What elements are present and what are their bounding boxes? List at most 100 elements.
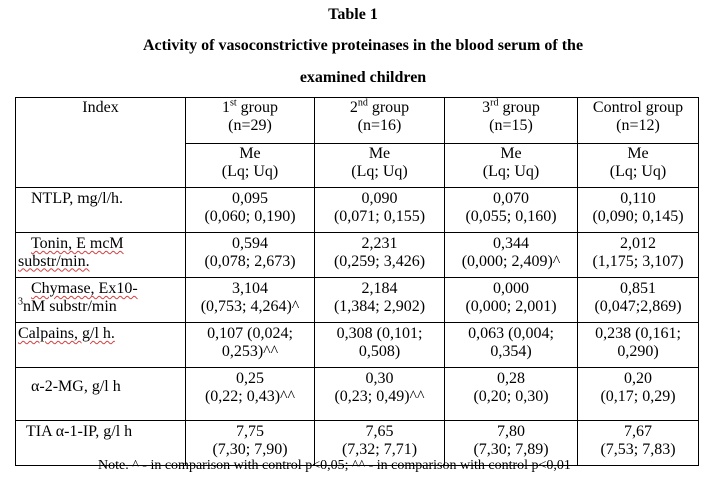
index-line-2: nM substr/min	[23, 297, 117, 315]
data-cell: 0,110 (0,090; 0,145)	[577, 187, 699, 233]
stat-lq-uq: (Lq; Uq)	[351, 162, 408, 180]
group-n: (n=29)	[228, 116, 272, 134]
cell-median: 2,184	[361, 280, 398, 297]
cell-median: 7,65	[365, 423, 394, 440]
cell-range: (7,30; 7,89)	[473, 440, 549, 458]
header-group-3: 3rd group (n=15)	[444, 97, 578, 144]
row-index-tonin: Tonin, E mcM substr/min.	[15, 232, 186, 278]
cell-range: (0,753; 4,264)^	[200, 297, 300, 315]
group-n: (n=16)	[357, 116, 402, 134]
cell-median: 0,090	[361, 190, 398, 207]
header-index-text: Index	[82, 99, 119, 116]
cell-line-1: 0,308 (0,101;	[336, 325, 423, 342]
cell-range: (0,000; 2,409)^	[461, 252, 561, 270]
data-cell: 0,25 (0,22; 0,43)^^	[185, 367, 315, 421]
data-table: Index 1st group (n=29) 2nd group (n=16) 3r…	[15, 97, 699, 466]
cell-range: (7,30; 7,90)	[212, 440, 288, 458]
cell-median: 0,095	[232, 190, 268, 207]
stat-me: Me	[500, 145, 522, 162]
data-cell: 7,65 (7,32; 7,71)	[314, 420, 445, 466]
group-label-rest: group	[236, 99, 278, 116]
group-sup: nd	[357, 97, 368, 109]
stat-me: Me	[627, 145, 649, 162]
data-cell: 7,67 (7,53; 7,83)	[577, 420, 699, 466]
data-cell: 0,090 (0,071; 0,155)	[314, 187, 445, 233]
header-group-1: 1st group (n=29)	[185, 97, 315, 144]
stat-lq-uq: (Lq; Uq)	[221, 162, 279, 180]
data-cell: 2,184 (1,384; 2,902)	[314, 277, 445, 323]
data-cell: 7,80 (7,30; 7,89)	[444, 420, 578, 466]
cell-range: (7,32; 7,71)	[341, 440, 418, 458]
cell-line-1: 0,107 (0,024;	[207, 325, 293, 342]
stat-me: Me	[368, 145, 391, 162]
cell-median: 0,594	[232, 235, 268, 252]
cell-median: 0,28	[497, 370, 525, 387]
cell-range: (0,071; 0,155)	[333, 207, 426, 225]
data-cell: 0,095 (0,060; 0,190)	[185, 187, 315, 233]
cell-median: 2,231	[361, 235, 398, 252]
stat-cell: Me (Lq; Uq)	[444, 143, 578, 188]
data-cell: 3,104 (0,753; 4,264)^	[185, 277, 315, 323]
group-label-rest: group	[498, 99, 540, 116]
data-cell: 0,107 (0,024; 0,253)^^	[185, 322, 315, 368]
data-cell: 0,000 (0,000; 2,001)	[444, 277, 578, 323]
data-cell: 0,28 (0,20; 0,30)	[444, 367, 578, 421]
group-label: 3	[482, 99, 491, 116]
cell-range: (0,000; 2,001)	[465, 297, 557, 315]
cell-range: (0,259; 3,426)	[333, 252, 426, 270]
index-line-1: Tonin, E mcM	[31, 235, 124, 252]
index-text: Calpains, g/l h.	[18, 325, 115, 342]
data-cell: 2,231 (0,259; 3,426)	[314, 232, 445, 278]
header-group-2: 2nd group (n=16)	[314, 97, 445, 144]
cell-range: (0,17; 0,29)	[600, 387, 676, 405]
data-cell: 0,344 (0,000; 2,409)^	[444, 232, 578, 278]
cell-range: (0,060; 0,190)	[204, 207, 296, 225]
index-line-2: substr/min.	[18, 252, 90, 270]
cell-line-1: 0,238 (0,161;	[595, 325, 681, 342]
cell-line-2: 0,290)	[617, 342, 659, 360]
row-index-ntlp: NTLP, mg/l/h.	[15, 187, 186, 233]
group-sup: rd	[490, 97, 499, 109]
cell-median: 0,344	[493, 235, 529, 252]
cell-range: (1,384; 2,902)	[333, 297, 426, 315]
row-index-tia: TIA α-1-IP, g/l h	[15, 420, 186, 466]
group-n: (n=12)	[616, 116, 660, 134]
cell-line-2: 0,354)	[490, 342, 532, 360]
stat-row: Me (Lq; Uq) Me (Lq; Uq) Me (Lq; Uq) Me (Lq; …	[16, 143, 699, 188]
row-index-alpha2mg: α-2-MG, g/l h	[15, 367, 186, 421]
stat-cell: Me (Lq; Uq)	[314, 143, 445, 188]
data-cell: 0,30 (0,23; 0,49)^^	[314, 367, 445, 421]
cell-line-2: 0,508)	[358, 342, 401, 360]
cell-line-2: 0,253)^^	[221, 342, 279, 360]
stat-lq-uq: (Lq; Uq)	[482, 162, 540, 180]
table-row: α-2-MG, g/l h 0,25 (0,22; 0,43)^^ 0,30 (0,…	[15, 367, 699, 421]
cell-median: 0,000	[493, 280, 529, 297]
data-cell: 0,238 (0,161; 0,290)	[577, 322, 699, 368]
stat-lq-uq: (Lq; Uq)	[609, 162, 667, 180]
table-row: Tonin, E mcM substr/min. 0,594 (0,078; 2,6…	[15, 232, 699, 278]
stat-me: Me	[239, 145, 261, 162]
table-label: Table 1	[328, 6, 378, 23]
header-row: Index 1st group (n=29) 2nd group (n=16) 3r…	[15, 97, 699, 188]
table-caption-line-2: examined children	[299, 69, 427, 86]
cell-range: (0,23; 0,49)^^	[334, 387, 425, 405]
group-n: (n=15)	[489, 116, 533, 134]
group-label: Control group	[592, 99, 684, 116]
table-row: TIA α-1-IP, g/l h 7,75 (7,30; 7,90) 7,65(…	[15, 420, 699, 466]
data-cell: 0,063 (0,004; 0,354)	[444, 322, 578, 368]
cell-median: 3,104	[232, 280, 268, 297]
data-cell: 0,308 (0,101; 0,508)	[314, 322, 445, 368]
cell-median: 0,851	[620, 280, 656, 297]
index-sup: 3	[18, 296, 23, 308]
cell-median: 7,75	[236, 423, 264, 440]
data-cell: 0,20 (0,17; 0,29)	[577, 367, 699, 421]
cell-median: 0,070	[493, 190, 529, 207]
header-group-control: Control group (n=12)	[577, 97, 699, 144]
cell-line-1: 0,063 (0,004;	[468, 325, 554, 342]
index-line-1: Chymase, Ex10-	[31, 280, 138, 297]
group-label: 1	[222, 99, 230, 116]
data-cell: 2,012 (1,175; 3,107)	[577, 232, 699, 278]
cell-range: (1,175; 3,107)	[592, 252, 684, 270]
cell-range: (0,047;2,869)	[594, 297, 682, 315]
data-cell: 0,594 (0,078; 2,673)	[185, 232, 315, 278]
